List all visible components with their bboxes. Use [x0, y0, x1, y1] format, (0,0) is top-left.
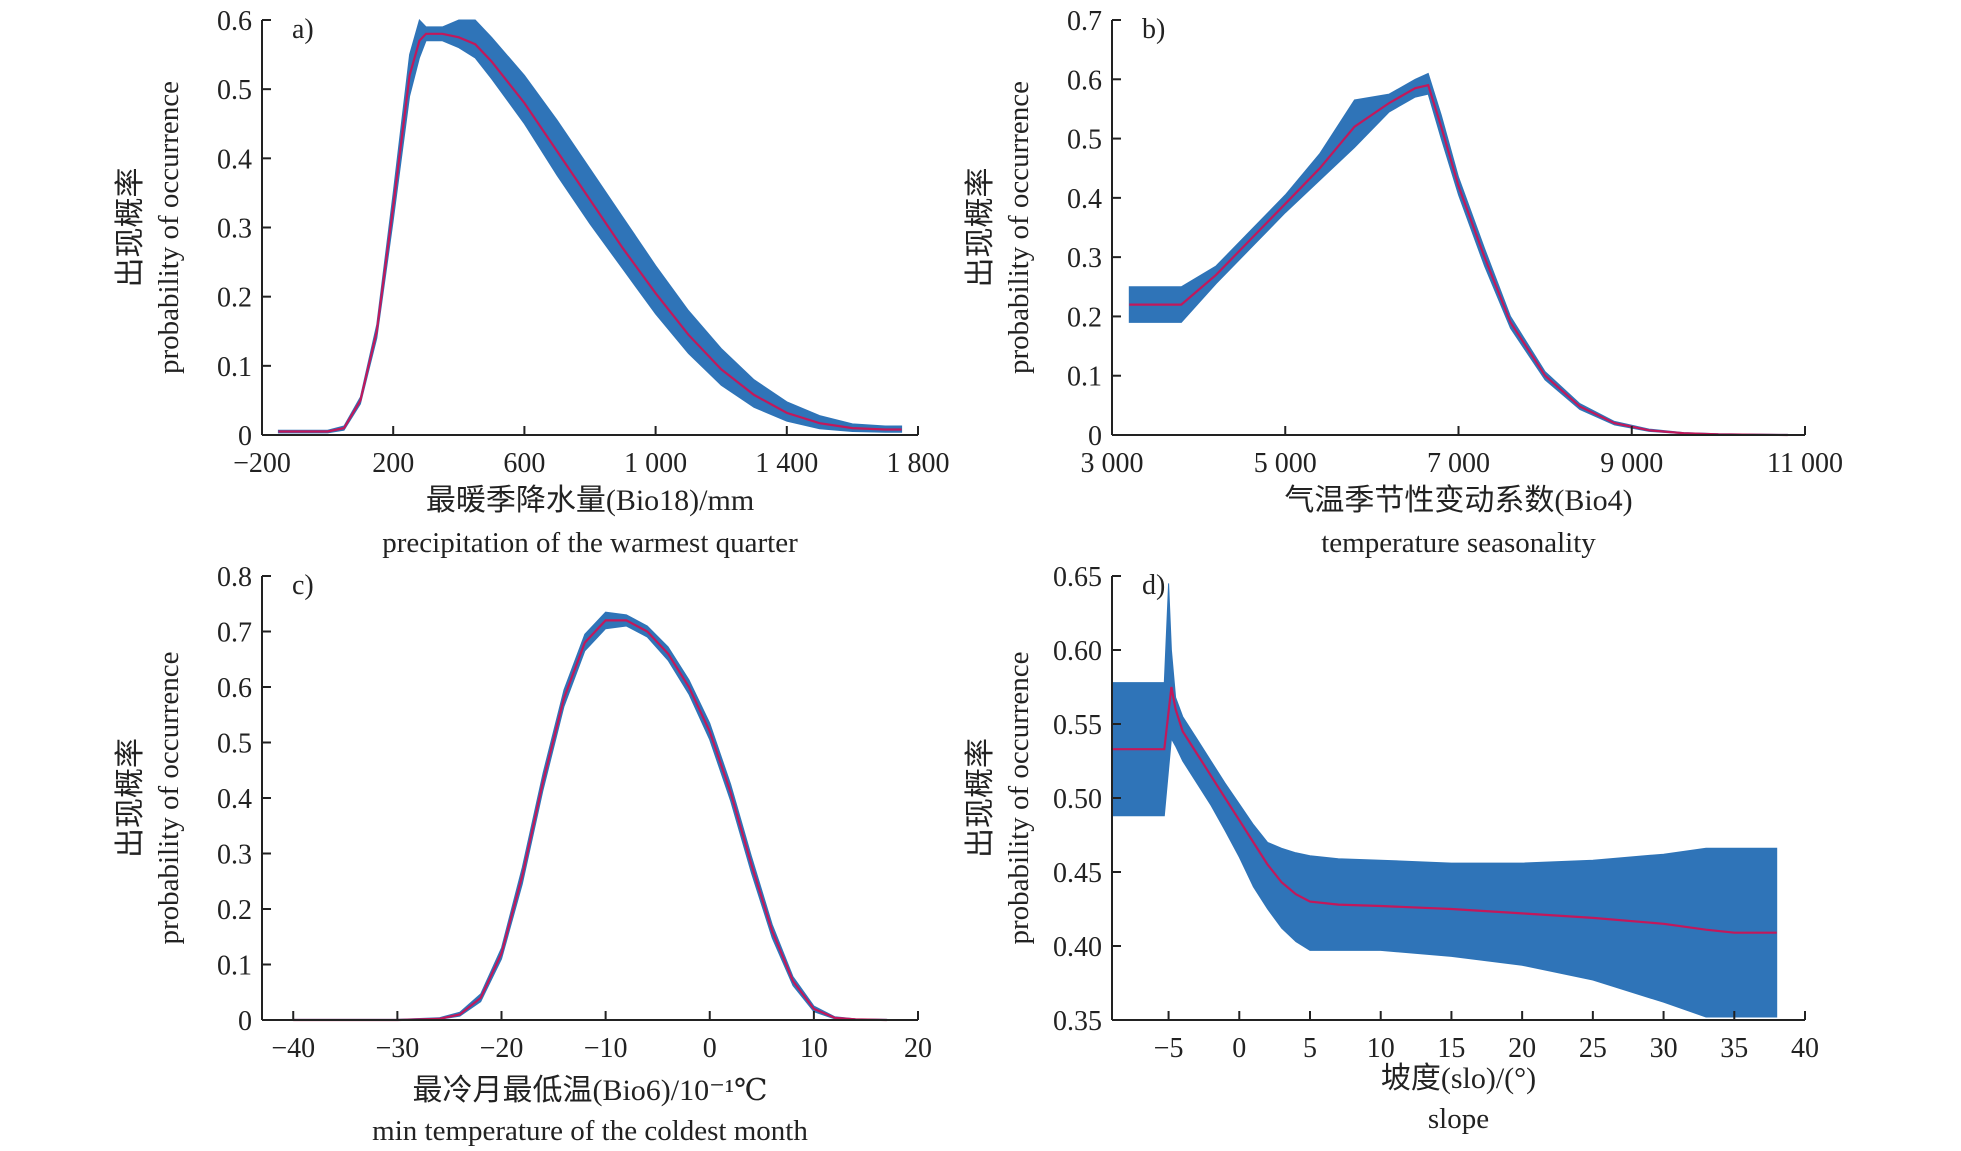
x-tick-label: 20: [904, 1033, 932, 1064]
y-axis-label-zh: 出现概率: [114, 738, 147, 858]
x-tick-label: −20: [480, 1033, 524, 1064]
x-axis-label-en: slope: [1428, 1103, 1489, 1135]
x-axis-label-zh: 坡度(slo)/(°): [1381, 1062, 1536, 1095]
y-tick-label: 0.5: [217, 729, 252, 760]
x-tick-label: −30: [375, 1033, 419, 1064]
y-tick-label: 0.35: [1053, 1006, 1102, 1037]
y-tick-label: 0.3: [1067, 243, 1102, 274]
x-tick-label: 200: [372, 448, 414, 479]
x-tick-label: 15: [1437, 1033, 1465, 1064]
y-tick-label: 0.2: [217, 895, 252, 926]
y-tick-label: 0.4: [217, 784, 252, 815]
confidence-band-a: [277, 19, 903, 434]
y-tick-label: 0.6: [217, 673, 252, 704]
x-tick-label: 1 400: [755, 448, 818, 479]
panel-b: 3 000 5 000 7 000 9 000 11 000 0 0.1 0.2 0.3 0.4 0…: [964, 6, 1843, 559]
y-tick-label: 0.5: [1067, 125, 1102, 156]
y-axis-label-zh: 出现概率: [964, 738, 997, 858]
y-tick-label: 0.2: [217, 283, 252, 314]
x-axis-label-en: temperature seasonality: [1321, 527, 1596, 559]
y-tick-label: 0.2: [1067, 302, 1102, 333]
y-tick-label: 0.1: [1067, 362, 1102, 393]
x-tick-label: 35: [1720, 1033, 1748, 1064]
x-tick-label: 1 000: [624, 448, 687, 479]
mean-response-line-b: [1129, 83, 1788, 437]
x-tick-label: −40: [271, 1033, 315, 1064]
y-tick-label: 0.65: [1053, 562, 1102, 593]
x-tick-label: 5 000: [1254, 448, 1317, 479]
y-axis-label-en: probability of occurrence: [153, 651, 185, 944]
x-tick-label: 9 000: [1600, 448, 1663, 479]
x-tick-label: 10: [1367, 1033, 1395, 1064]
y-tick-label: 0.55: [1053, 710, 1102, 741]
x-tick-label: −5: [1154, 1033, 1184, 1064]
y-tick-label: 0.1: [217, 352, 252, 383]
y-tick-label: 0.50: [1053, 784, 1102, 815]
x-tick-label: −200: [233, 448, 291, 479]
panel-label: a): [292, 14, 314, 45]
x-axis-label-zh: 气温季节性变动系数(Bio4): [1284, 484, 1632, 517]
y-tick-label: 0: [1088, 421, 1102, 452]
x-tick-label: 600: [503, 448, 545, 479]
y-tick-label: 0.8: [217, 562, 252, 593]
y-tick-label: 0.4: [217, 144, 252, 175]
y-axis-label-zh: 出现概率: [114, 168, 147, 288]
x-tick-label: −10: [584, 1033, 628, 1064]
y-tick-label: 0.7: [217, 618, 252, 649]
y-tick-label: 0.4: [1067, 184, 1102, 215]
panel-a: −200 200 600 1 000 1 400 1 800 0 0.1 0.2 0.3 0.4 0.…: [114, 6, 950, 559]
confidence-band-c: [292, 611, 888, 1021]
panel-label: b): [1142, 14, 1165, 45]
x-tick-label: 11 000: [1767, 448, 1843, 479]
y-tick-label: 0.6: [1067, 65, 1102, 96]
x-axis-label-en: precipitation of the warmest quarter: [382, 527, 798, 559]
x-tick-label: 10: [800, 1033, 828, 1064]
y-tick-label: 0.5: [217, 75, 252, 106]
mean-response-line-d: [1112, 686, 1777, 934]
x-tick-label: 0: [703, 1033, 717, 1064]
y-tick-label: 0.45: [1053, 858, 1102, 889]
x-tick-label: 7 000: [1427, 448, 1490, 479]
panel-label: c): [292, 570, 314, 601]
x-tick-label: 20: [1508, 1033, 1536, 1064]
y-tick-label: 0.3: [217, 840, 252, 871]
y-tick-label: 0.40: [1053, 932, 1102, 963]
panel-c: −40 −30 −20 −10 0 10 20 0 0.1 0.2 0.3 0.4 0.5 0.6 0.7 0…: [114, 562, 932, 1147]
mean-response-line-a: [278, 32, 902, 433]
y-tick-label: 0: [238, 1006, 252, 1037]
confidence-band-d: [1111, 583, 1778, 1018]
panel-d: −5 0 5 10 15 20 25 30 35 40 0.35 0.40 0.45 0.50 0.55 0.…: [964, 562, 1819, 1135]
x-axis-label-en: min temperature of the coldest month: [372, 1115, 808, 1147]
y-tick-label: 0.3: [217, 214, 252, 245]
x-tick-label: 30: [1650, 1033, 1678, 1064]
y-axis-label-en: probability of occurrence: [1003, 81, 1035, 374]
y-tick-label: 0.7: [1067, 6, 1102, 37]
y-tick-label: 0: [238, 421, 252, 452]
y-axis-label-en: probability of occurrence: [1003, 651, 1035, 944]
x-axis-label-zh: 最冷月最低温(Bio6)/10⁻¹℃: [412, 1074, 767, 1107]
y-tick-label: 0.1: [217, 951, 252, 982]
x-tick-label: 0: [1232, 1033, 1246, 1064]
x-tick-label: 25: [1579, 1033, 1607, 1064]
x-tick-label: 3 000: [1081, 448, 1144, 479]
y-axis-label-en: probability of occurrence: [153, 81, 185, 374]
panel-label: d): [1142, 570, 1165, 601]
x-tick-label: 5: [1303, 1033, 1317, 1064]
mean-response-line-c: [293, 619, 887, 1022]
y-axis-label-zh: 出现概率: [964, 168, 997, 288]
confidence-band-b: [1128, 72, 1789, 436]
x-axis-label-zh: 最暖季降水量(Bio18)/mm: [426, 484, 754, 517]
x-tick-label: 40: [1791, 1033, 1819, 1064]
x-tick-label: 1 800: [887, 448, 950, 479]
y-tick-label: 0.60: [1053, 636, 1102, 667]
y-tick-label: 0.6: [217, 6, 252, 37]
